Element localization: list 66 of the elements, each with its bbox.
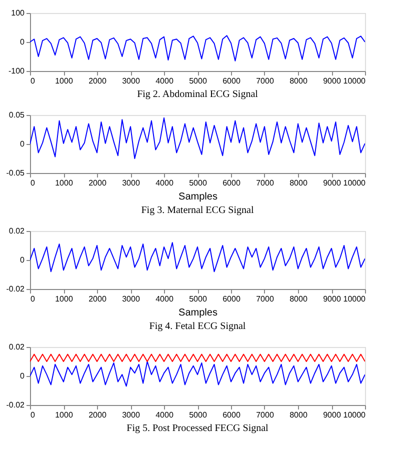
y-tick-label: -100 — [8, 66, 26, 76]
caption: Fig 2. Abdominal ECG Signal — [137, 89, 258, 100]
x-tick-label: 3000 — [122, 410, 140, 420]
line-series — [30, 35, 365, 62]
x-tick-label: 5000 — [189, 76, 208, 86]
x-tick-label: 1000 — [55, 410, 74, 420]
y-tick-label: 100 — [11, 8, 26, 18]
x-axis-title: Samples — [178, 308, 218, 318]
x-tick-label: 10000 — [343, 76, 366, 86]
x-tick-label: 5000 — [189, 410, 208, 420]
x-tick-label: 4000 — [156, 294, 174, 304]
x-tick-label: 9000 — [323, 178, 342, 188]
y-tick-label: 0 — [20, 140, 26, 148]
x-tick-label: 4000 — [156, 410, 174, 420]
x-tick-label: 7000 — [256, 410, 274, 420]
x-tick-label: 2000 — [88, 410, 107, 420]
x-tick-label: 8000 — [290, 76, 308, 86]
x-tick-label: 7000 — [256, 178, 274, 188]
x-tick-label: 1000 — [55, 294, 74, 304]
x-tick-label: 2000 — [88, 294, 107, 304]
x-tick-label: 4000 — [156, 76, 174, 86]
x-tick-label: 6000 — [222, 76, 241, 86]
x-tick-label: 0 — [30, 294, 36, 304]
caption: Fig 3. Maternal ECG Signal — [141, 205, 254, 216]
x-tick-label: 6000 — [222, 410, 241, 420]
x-tick-label: 10000 — [343, 178, 366, 188]
x-tick-label: 9000 — [323, 410, 342, 420]
x-tick-label: 0 — [30, 178, 36, 188]
y-tick-label: 0 — [20, 256, 26, 264]
x-tick-label: 0 — [30, 410, 36, 420]
x-tick-label: 6000 — [222, 178, 241, 188]
x-tick-label: 1000 — [55, 76, 74, 86]
x-tick-label: 3000 — [122, 178, 140, 188]
y-tick-label: 0.05 — [8, 110, 26, 120]
caption: Fig 5. Post Processed FECG Signal — [126, 423, 269, 434]
x-tick-label: 3000 — [122, 76, 140, 86]
y-tick-label: 0 — [20, 38, 26, 46]
y-tick-label: 0.02 — [8, 226, 26, 236]
x-tick-label: 2000 — [88, 178, 107, 188]
x-tick-label: 3000 — [122, 294, 140, 304]
x-tick-label: 9000 — [323, 294, 342, 304]
y-tick-label: 0 — [20, 372, 26, 380]
x-tick-label: 10000 — [343, 294, 366, 304]
line-series — [30, 242, 365, 272]
line-series — [30, 361, 365, 387]
x-tick-label: 8000 — [290, 294, 308, 304]
y-tick-label: -0.02 — [6, 284, 26, 294]
x-tick-label: 0 — [30, 76, 36, 86]
x-tick-label: 5000 — [189, 178, 208, 188]
x-axis-title: Samples — [178, 192, 218, 202]
x-tick-label: 6000 — [222, 294, 241, 304]
x-tick-label: 1000 — [55, 178, 74, 188]
y-tick-label: -0.05 — [6, 168, 26, 178]
x-tick-label: 7000 — [256, 76, 274, 86]
x-tick-label: 8000 — [290, 410, 308, 420]
x-tick-label: 8000 — [290, 178, 308, 188]
x-tick-label: 10000 — [343, 410, 366, 420]
x-tick-label: 2000 — [88, 76, 107, 86]
x-tick-label: 9000 — [323, 76, 342, 86]
x-tick-label: 5000 — [189, 294, 208, 304]
line-series — [30, 117, 365, 159]
x-tick-label: 4000 — [156, 178, 174, 188]
y-tick-label: 0.02 — [8, 342, 26, 352]
y-tick-label: -0.02 — [6, 400, 26, 410]
caption: Fig 4. Fetal ECG Signal — [149, 321, 246, 332]
x-tick-label: 7000 — [256, 294, 274, 304]
